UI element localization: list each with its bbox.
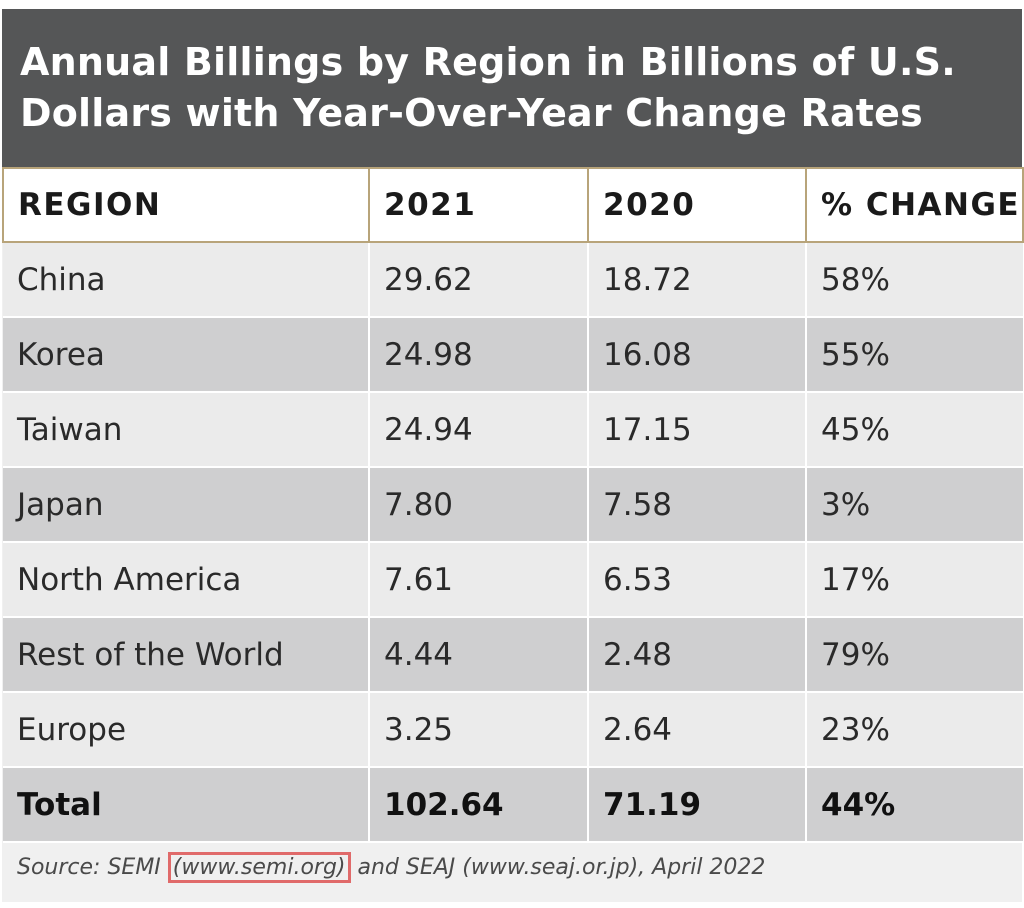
table-row: North America 7.61 6.53 17%	[3, 542, 1023, 618]
cell-2020: 16.08	[588, 317, 807, 393]
table-row: Korea 24.98 16.08 55%	[3, 317, 1023, 393]
cell-change: 3%	[806, 467, 1023, 543]
header-2020: 2020	[587, 167, 807, 243]
cell-change: 79%	[806, 617, 1023, 693]
cell-2020: 18.72	[588, 242, 807, 318]
table-body: China 29.62 18.72 58% Korea 24.98 16.08 …	[3, 242, 1023, 843]
billing-card: Annual Billings by Region in Billions of…	[2, 9, 1024, 902]
cell-2021: 3.25	[369, 692, 589, 768]
total-label: Total	[3, 767, 370, 843]
table-row: Japan 7.80 7.58 3%	[3, 467, 1023, 543]
cell-2021: 24.98	[369, 317, 589, 393]
cell-region: Rest of the World	[3, 617, 370, 693]
header-region: REGION	[2, 167, 370, 243]
cell-2020: 2.48	[588, 617, 807, 693]
cell-change: 45%	[806, 392, 1023, 468]
table-row: China 29.62 18.72 58%	[3, 242, 1023, 318]
source-note: Source: SEMI (www.semi.org) and SEAJ (ww…	[17, 852, 766, 883]
billing-table: REGION 2021 2020 % CHANGE China 29.62 18…	[2, 167, 1024, 843]
cell-2021: 24.94	[369, 392, 589, 468]
cell-change: 58%	[806, 242, 1023, 318]
cell-change: 17%	[806, 542, 1023, 618]
table-title: Annual Billings by Region in Billions of…	[20, 37, 1002, 139]
cell-2020: 17.15	[588, 392, 807, 468]
cell-region: Europe	[3, 692, 370, 768]
table-row: Rest of the World 4.44 2.48 79%	[3, 617, 1023, 693]
total-2021: 102.64	[369, 767, 589, 843]
total-change: 44%	[806, 767, 1023, 843]
source-suffix: and SEAJ (www.seaj.or.jp), April 2022	[350, 855, 766, 880]
source-prefix: Source: SEMI	[17, 855, 168, 880]
header-change: % CHANGE	[805, 167, 1024, 243]
cell-2020: 2.64	[588, 692, 807, 768]
table-title-line-2: Dollars with Year-Over-Year Change Rates	[20, 91, 923, 135]
cell-region: China	[3, 242, 370, 318]
cell-2021: 7.80	[369, 467, 589, 543]
cell-region: North America	[3, 542, 370, 618]
header-row: REGION 2021 2020 % CHANGE	[2, 167, 1024, 243]
total-row: Total 102.64 71.19 44%	[3, 767, 1023, 843]
cell-region: Korea	[3, 317, 370, 393]
title-bar: Annual Billings by Region in Billions of…	[2, 9, 1022, 167]
table-row: Taiwan 24.94 17.15 45%	[3, 392, 1023, 468]
cell-region: Japan	[3, 467, 370, 543]
cell-region: Taiwan	[3, 392, 370, 468]
cell-2021: 29.62	[369, 242, 589, 318]
cell-2021: 4.44	[369, 617, 589, 693]
table-row: Europe 3.25 2.64 23%	[3, 692, 1023, 768]
cell-2021: 7.61	[369, 542, 589, 618]
cell-2020: 7.58	[588, 467, 807, 543]
cell-2020: 6.53	[588, 542, 807, 618]
total-2020: 71.19	[588, 767, 807, 843]
source-link-semi[interactable]: (www.semi.org)	[167, 852, 351, 883]
cell-change: 55%	[806, 317, 1023, 393]
cell-change: 23%	[806, 692, 1023, 768]
table-title-line-1: Annual Billings by Region in Billions of…	[20, 40, 956, 84]
header-2021: 2021	[368, 167, 589, 243]
